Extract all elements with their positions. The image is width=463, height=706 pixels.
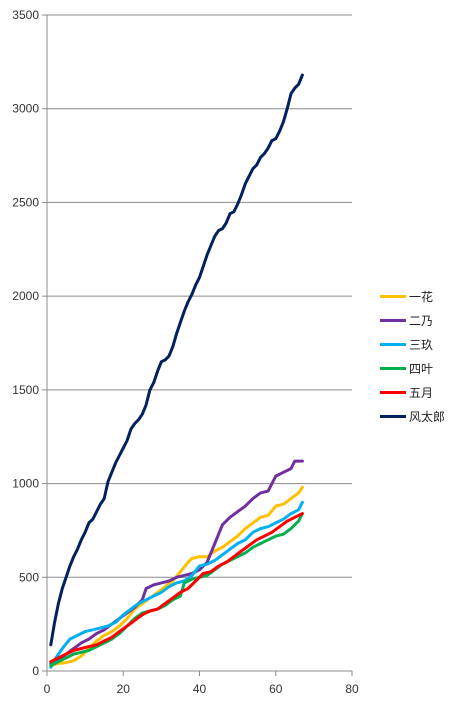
series-line-miku — [49, 500, 304, 669]
x-tick-label: 0 — [44, 682, 51, 696]
legend-item-ichika: 一花 — [380, 284, 460, 308]
y-tick-label: 0 — [32, 664, 39, 678]
legend-item-yotsuba: 四叶 — [380, 356, 460, 380]
legend-swatch — [380, 366, 406, 370]
legend: 一花 二乃 三玖 四叶 五月 风太郎 — [380, 284, 460, 428]
legend-label: 二乃 — [409, 313, 434, 328]
legend-swatch — [380, 342, 406, 346]
y-tick-labels: 0 500 1000 1500 2000 2500 3000 3500 — [12, 8, 39, 678]
gridlines — [47, 14, 352, 578]
series-line-yotsuba — [49, 512, 304, 667]
series-line-nino — [49, 459, 304, 665]
legend-label: 三玖 — [409, 337, 434, 352]
legend-swatch — [380, 294, 406, 298]
legend-item-itsuki: 五月 — [380, 380, 460, 404]
legend-swatch — [380, 390, 406, 394]
legend-label: 风太郎 — [409, 409, 446, 424]
y-tick-label: 3000 — [12, 102, 39, 116]
y-tick-label: 2000 — [12, 289, 39, 303]
y-tick-label: 3500 — [12, 8, 39, 22]
series-line-itsuki — [49, 512, 304, 664]
series-line-ichika — [49, 485, 304, 667]
x-tick-label: 20 — [117, 682, 131, 696]
x-tick-label: 40 — [193, 682, 207, 696]
y-tick-label: 1500 — [12, 383, 39, 397]
x-tick-label: 80 — [345, 682, 359, 696]
legend-swatch — [380, 414, 406, 418]
legend-label: 五月 — [409, 385, 434, 400]
series-line-futaro — [49, 73, 304, 647]
legend-item-miku: 三玖 — [380, 332, 460, 356]
series-lines — [49, 73, 304, 669]
legend-swatch — [380, 318, 406, 322]
legend-label: 四叶 — [409, 361, 434, 376]
x-tick-labels: 0 20 40 60 80 — [44, 682, 359, 696]
y-tick-label: 2500 — [12, 195, 39, 209]
y-tick-label: 500 — [19, 570, 39, 584]
legend-item-futaro: 风太郎 — [380, 404, 460, 428]
legend-item-nino: 二乃 — [380, 308, 460, 332]
y-tick-label: 1000 — [12, 477, 39, 491]
axes — [42, 14, 353, 676]
x-tick-label: 60 — [269, 682, 283, 696]
legend-label: 一花 — [409, 289, 434, 304]
